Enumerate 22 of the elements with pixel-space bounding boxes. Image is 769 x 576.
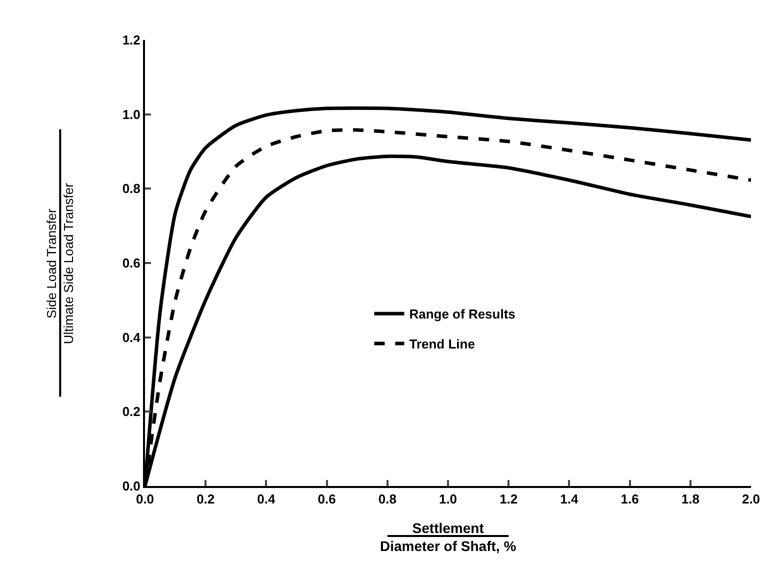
x-tick-label: 0.2 (196, 492, 215, 507)
x-tick-label: 1.4 (560, 492, 580, 507)
x-tick-label: 0.6 (318, 492, 336, 507)
x-tick-label: 1.0 (438, 492, 458, 507)
y-tick-label: 1.0 (122, 106, 140, 122)
x-tick-label: 2.0 (742, 492, 760, 507)
x-tick-label: 0.4 (257, 492, 276, 507)
y-tick-label: 0.2 (122, 404, 140, 420)
x-tick-label: 0.0 (136, 492, 154, 507)
x-tick-label: 1.8 (681, 492, 700, 507)
y-tick-label: 0.0 (122, 478, 140, 494)
y-tick-label: 0.4 (122, 330, 142, 345)
x-tick-label: 0.8 (378, 492, 396, 507)
y-tick-label: 1.2 (122, 32, 140, 48)
y-tick-label: 0.6 (122, 256, 140, 271)
x-tick-label: 1.2 (500, 492, 518, 507)
y-tick-label: 0.8 (122, 181, 140, 196)
x-tick-label: 1.6 (620, 492, 639, 507)
legend-label: Trend Line (409, 336, 475, 352)
x-axis-title: Settlement Diameter of Shaft, % (380, 520, 517, 554)
y-axis-title: Side Load Transfer Ultimate Side Load Transfer (44, 182, 76, 344)
legend-label: Range of Results (409, 306, 516, 322)
